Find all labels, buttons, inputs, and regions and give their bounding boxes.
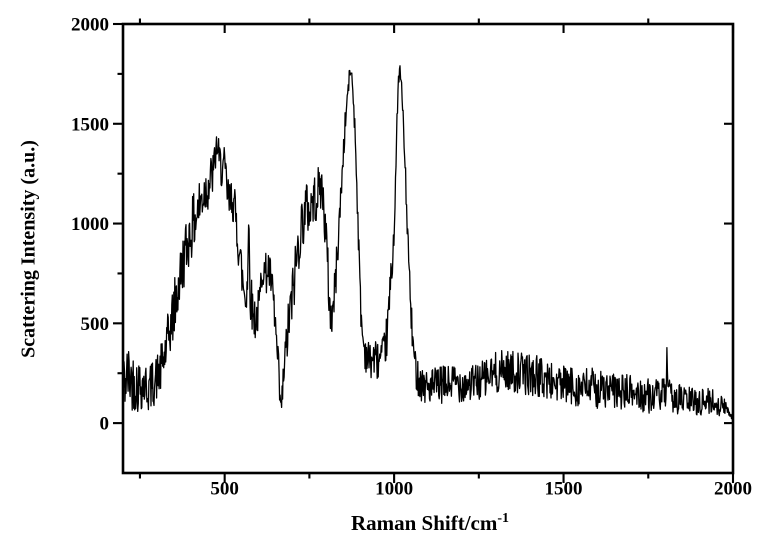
y-axis-title-text: Scattering Intensity (a.u.) (17, 140, 40, 358)
x-tick-label: 1000 (375, 479, 413, 500)
spectrum-curve (122, 65, 734, 420)
y-tick-label: 500 (81, 314, 110, 335)
y-axis-title: Scattering Intensity (a.u.) (18, 140, 41, 358)
y-tick-label: 0 (100, 414, 110, 435)
x-tick-label: 500 (210, 479, 239, 500)
plot-frame (121, 22, 735, 475)
y-tick-label: 1500 (71, 114, 109, 135)
x-axis-title-superscript: -1 (497, 511, 510, 526)
x-tick-label: 1500 (545, 479, 583, 500)
x-axis-title: Raman Shift/cm-1 (351, 511, 509, 536)
x-tick-label: 2000 (714, 479, 752, 500)
y-tick-label: 2000 (71, 15, 109, 36)
x-axis-title-text: Raman Shift/cm (350, 511, 498, 535)
y-tick-label: 1000 (71, 214, 109, 235)
